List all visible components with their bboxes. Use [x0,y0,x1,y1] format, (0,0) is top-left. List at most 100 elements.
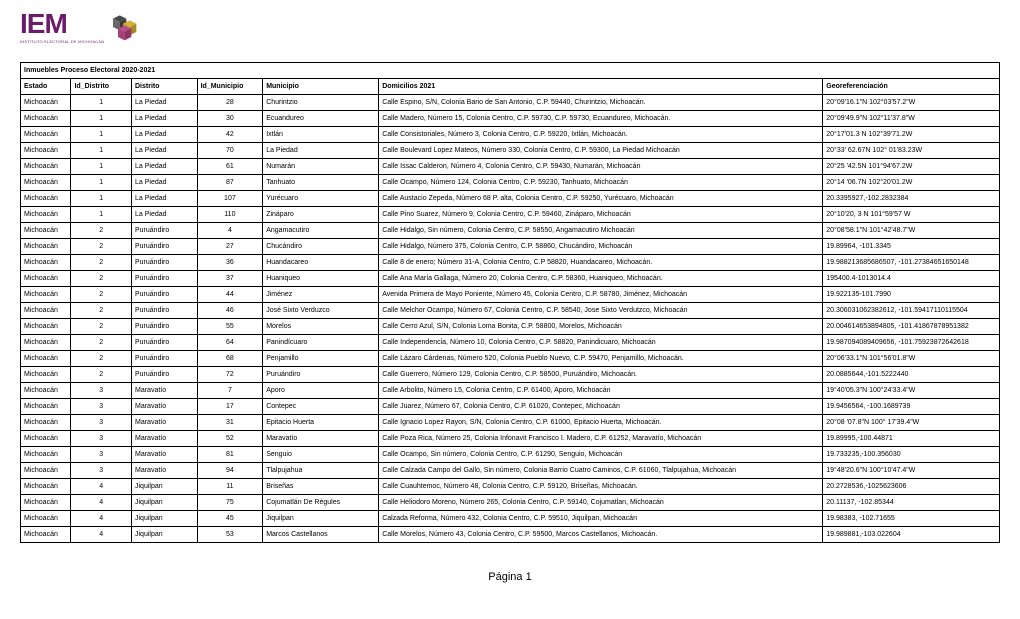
table-cell: 20°33' 62.67N 102° 01'83.23W [823,143,1000,159]
table-cell: Calle Melchor Ocampo, Número 67, Colonia… [379,303,823,319]
table-cell: Jiquilpan [263,511,379,527]
table-cell: Puruándiro [132,287,198,303]
table-cell: 20°06'33.1"N 101°56'01.8"W [823,351,1000,367]
table-cell: Puruándiro [132,335,198,351]
table-cell: Jiménez [263,287,379,303]
table-cell: 2 [71,223,132,239]
table-cell: Michoacán [21,207,71,223]
table-cell: Chucándiro [263,239,379,255]
table-row: Michoacán2Puruándiro55MorelosCalle Cerro… [21,319,1000,335]
table-cell: 3 [71,447,132,463]
table-cell: 20.306031062382612, -101.59417110115504 [823,303,1000,319]
table-cell: La Piedad [132,159,198,175]
table-cell: 11 [197,479,263,495]
table-row: Michoacán1La Piedad30EcuandureoCalle Mad… [21,111,1000,127]
logo-cube-icon [106,12,140,42]
table-cell: 19.922135-101.7990 [823,287,1000,303]
logo-subtitle: INSTITUTO ELECTORAL DE MICHOACÁN [20,40,104,44]
table-cell: Tanhuato [263,175,379,191]
table-cell: Angamacutiro [263,223,379,239]
table-cell: 20°14 '06.7N 102°20'01.2W [823,175,1000,191]
table-cell: Numarán [263,159,379,175]
table-cell: 94 [197,463,263,479]
table-cell: Calle Madero, Número 15, Colonia Centro,… [379,111,823,127]
table-cell: Puruándiro [132,239,198,255]
table-cell: Michoacán [21,431,71,447]
table-cell: 4 [71,479,132,495]
table-row: Michoacán2Puruándiro72PuruándiroCalle Gu… [21,367,1000,383]
table-cell: Contepec [263,399,379,415]
table-cell: Calle Issac Calderon, Número 4, Colonia … [379,159,823,175]
table-cell: Michoacán [21,495,71,511]
table-cell: Michoacán [21,319,71,335]
table-cell: Michoacán [21,159,71,175]
table-row: Michoacán2Puruándiro46José Sixto Verduzc… [21,303,1000,319]
table-cell: Michoacán [21,255,71,271]
table-cell: Michoacán [21,335,71,351]
table-cell: 46 [197,303,263,319]
table-cell: 19.89995,-100.44871 [823,431,1000,447]
table-cell: 31 [197,415,263,431]
table-cell: 4 [71,527,132,543]
table-cell: Calle Arbolito, Número L5, Colonia Centr… [379,383,823,399]
table-cell: 72 [197,367,263,383]
col-header-iddistrito: Id_Distrito [71,79,132,95]
table-cell: 27 [197,239,263,255]
logo-text: IEM [20,8,67,39]
table-cell: Calle Consistoriales, Número 3, Colonia … [379,127,823,143]
table-row: Michoacán1La Piedad61NumaránCalle Issac … [21,159,1000,175]
table-cell: Maravatío [132,447,198,463]
table-cell: Maravatío [132,399,198,415]
table-cell: Calzada Reforma, Número 432, Colonia Cen… [379,511,823,527]
table-cell: Morelos [263,319,379,335]
table-cell: Calle Austacio Zepeda, Número 68 P. alta… [379,191,823,207]
table-cell: Michoacán [21,447,71,463]
table-row: Michoacán4Jiquilpan45JiquilpanCalzada Re… [21,511,1000,527]
table-cell: Calle Juarez, Número 67, Colonia Centro,… [379,399,823,415]
table-cell: 37 [197,271,263,287]
table-cell: Michoacán [21,479,71,495]
table-cell: 195400.4-1013014.4 [823,271,1000,287]
table-row: Michoacán2Puruándiro37HuaniqueoCalle Ana… [21,271,1000,287]
table-cell: Huaniqueo [263,271,379,287]
table-cell: 20.0885644,-101.5222440 [823,367,1000,383]
table-cell: 20°08 '07.8"N 100° 17'39.4"W [823,415,1000,431]
col-header-estado: Estado [21,79,71,95]
table-cell: 1 [71,95,132,111]
logo: IEM INSTITUTO ELECTORAL DE MICHOACÁN [20,10,1000,44]
table-cell: 81 [197,447,263,463]
table-cell: Calle Cuauhtemoc, Número 48, Colonia Cen… [379,479,823,495]
table-cell: Michoacán [21,175,71,191]
table-cell: 42 [197,127,263,143]
table-cell: Calle Calzada Campo del Gallo, Sin númer… [379,463,823,479]
table-cell: Briseñas [263,479,379,495]
table-cell: 30 [197,111,263,127]
col-header-georef: Georeferenciación [823,79,1000,95]
table-cell: Calle Independencia, Número 10, Colonia … [379,335,823,351]
table-cell: Avenida Primera de Mayo Poniente, Número… [379,287,823,303]
table-row: Michoacán2Puruándiro36HuandacareoCalle 8… [21,255,1000,271]
table-cell: 87 [197,175,263,191]
table-cell: Jiquilpan [132,495,198,511]
table-cell: Michoacán [21,239,71,255]
table-cell: Churintzio [263,95,379,111]
table-row: Michoacán1La Piedad107YurécuaroCalle Aus… [21,191,1000,207]
table-cell: 17 [197,399,263,415]
table-cell: La Piedad [132,95,198,111]
table-cell: 20.11137, -102.85344 [823,495,1000,511]
table-row: Michoacán2Puruándiro27ChucándiroCalle Hi… [21,239,1000,255]
table-cell: 20°09'49.9"N 102°11'37.8"W [823,111,1000,127]
title-row: Inmuebles Proceso Electoral 2020-2021 [21,63,1000,79]
table-cell: Calle Heliodoro Moreno, Número 265, Colo… [379,495,823,511]
table-cell: 68 [197,351,263,367]
table-cell: 61 [197,159,263,175]
table-cell: 1 [71,207,132,223]
table-cell: 2 [71,335,132,351]
table-cell: 1 [71,127,132,143]
table-cell: 64 [197,335,263,351]
table-cell: 20.004614653894805, -101.41867878951382 [823,319,1000,335]
table-cell: 3 [71,399,132,415]
table-cell: Jiquilpan [132,527,198,543]
table-cell: Calle Morelos, Número 43, Colonia Centro… [379,527,823,543]
table-cell: 19°40'05.3"N 100°24'33.4"W [823,383,1000,399]
